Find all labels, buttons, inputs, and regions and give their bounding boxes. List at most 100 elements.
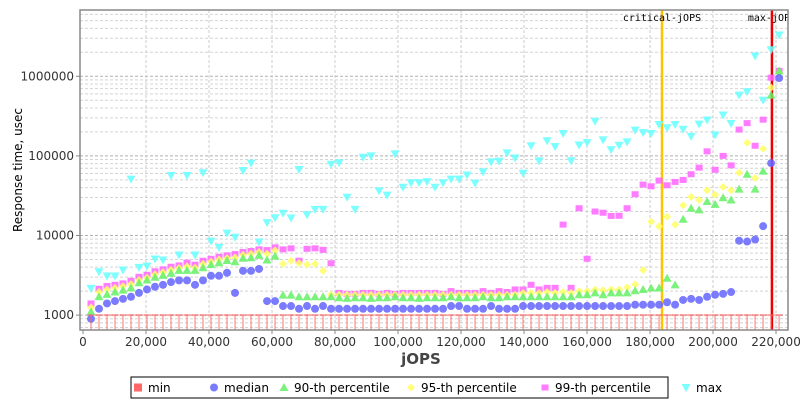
point-max xyxy=(566,157,576,166)
min-point xyxy=(495,314,503,317)
min-point xyxy=(567,314,575,317)
min-point xyxy=(351,314,359,317)
point-90-th-percentile xyxy=(542,292,552,301)
point-median xyxy=(127,292,136,301)
point-max xyxy=(110,272,120,281)
point-max xyxy=(334,159,344,168)
min-point xyxy=(615,314,623,317)
point-max xyxy=(94,268,104,277)
point-median xyxy=(367,304,376,313)
point-99-th-percentile xyxy=(663,182,671,189)
min-point xyxy=(303,314,311,317)
x-tick-label: 20,000 xyxy=(125,335,167,349)
min-point xyxy=(439,314,447,317)
point-90-th-percentile xyxy=(390,292,400,301)
point-max xyxy=(678,125,688,134)
min-point xyxy=(623,314,631,317)
point-99-th-percentile xyxy=(767,74,775,81)
min-point xyxy=(271,314,279,317)
point-95-th-percentile xyxy=(102,285,111,294)
point-90-th-percentile xyxy=(358,293,368,302)
point-90-th-percentile xyxy=(662,273,672,282)
min-point xyxy=(311,314,319,317)
point-90-th-percentile xyxy=(246,253,256,262)
point-median xyxy=(471,304,480,313)
min-point xyxy=(519,314,527,317)
point-99-th-percentile xyxy=(759,116,767,123)
legend-label: max xyxy=(696,381,722,395)
point-90-th-percentile xyxy=(518,292,528,301)
point-median xyxy=(679,295,688,304)
point-99-th-percentile xyxy=(687,171,695,178)
point-median xyxy=(455,302,464,311)
point-median xyxy=(759,222,768,231)
point-median xyxy=(247,266,256,275)
point-90-th-percentile xyxy=(350,293,360,302)
point-99-th-percentile xyxy=(327,260,335,267)
point-max xyxy=(686,132,696,141)
point-median xyxy=(319,302,328,311)
min-point xyxy=(551,314,559,317)
min-point xyxy=(719,314,727,317)
legend-item-median: median xyxy=(210,381,269,395)
point-99-th-percentile xyxy=(551,284,559,291)
point-max xyxy=(182,171,192,180)
point-max xyxy=(478,168,488,177)
data-points xyxy=(86,31,784,330)
series-median xyxy=(86,74,784,323)
point-median xyxy=(399,304,408,313)
point-median xyxy=(239,266,248,275)
point-90-th-percentile xyxy=(766,90,776,99)
point-max xyxy=(262,219,272,228)
min-point xyxy=(503,314,511,317)
point-median xyxy=(559,302,568,311)
point-median xyxy=(663,298,672,307)
point-max xyxy=(462,171,472,180)
point-99-th-percentile xyxy=(655,177,663,184)
point-90-th-percentile xyxy=(118,285,128,294)
point-max xyxy=(542,137,552,146)
point-max xyxy=(350,205,360,214)
point-median xyxy=(271,297,280,306)
legend-label: median xyxy=(224,381,269,395)
min-point xyxy=(127,314,135,317)
point-90-th-percentile xyxy=(734,184,744,193)
x-tick-label: 80,000 xyxy=(314,335,356,349)
series-max xyxy=(86,31,784,293)
point-max xyxy=(198,169,208,178)
point-max xyxy=(318,205,328,214)
min-point xyxy=(599,314,607,317)
point-95-th-percentile xyxy=(279,259,288,268)
point-median xyxy=(118,294,127,303)
point-95-th-percentile xyxy=(319,266,328,275)
point-max xyxy=(270,214,280,223)
point-median xyxy=(479,304,488,313)
point-95-th-percentile xyxy=(647,217,656,226)
point-max xyxy=(758,96,768,105)
point-99-th-percentile xyxy=(671,178,679,185)
point-max xyxy=(662,124,672,133)
point-median xyxy=(415,304,424,313)
point-max xyxy=(534,157,544,166)
point-99-th-percentile xyxy=(615,212,623,219)
min-point xyxy=(215,314,223,317)
point-90-th-percentile xyxy=(582,290,592,299)
point-90-th-percentile xyxy=(94,292,104,301)
min-point xyxy=(663,314,671,317)
point-median xyxy=(303,302,312,311)
point-median xyxy=(255,264,264,273)
point-median xyxy=(535,302,544,311)
point-90-th-percentile xyxy=(614,288,624,297)
point-90-th-percentile xyxy=(414,293,424,302)
x-tick-label: 220,000 xyxy=(751,335,800,349)
x-axis-label: jOPS xyxy=(400,350,441,368)
min-point xyxy=(479,314,487,317)
point-90-th-percentile xyxy=(230,257,240,266)
point-90-th-percentile xyxy=(302,292,312,301)
point-90-th-percentile xyxy=(502,292,512,301)
point-90-th-percentile xyxy=(430,293,440,302)
min-point xyxy=(535,314,543,317)
point-max xyxy=(694,120,704,129)
point-90-th-percentile xyxy=(606,288,616,297)
point-median xyxy=(183,276,192,285)
